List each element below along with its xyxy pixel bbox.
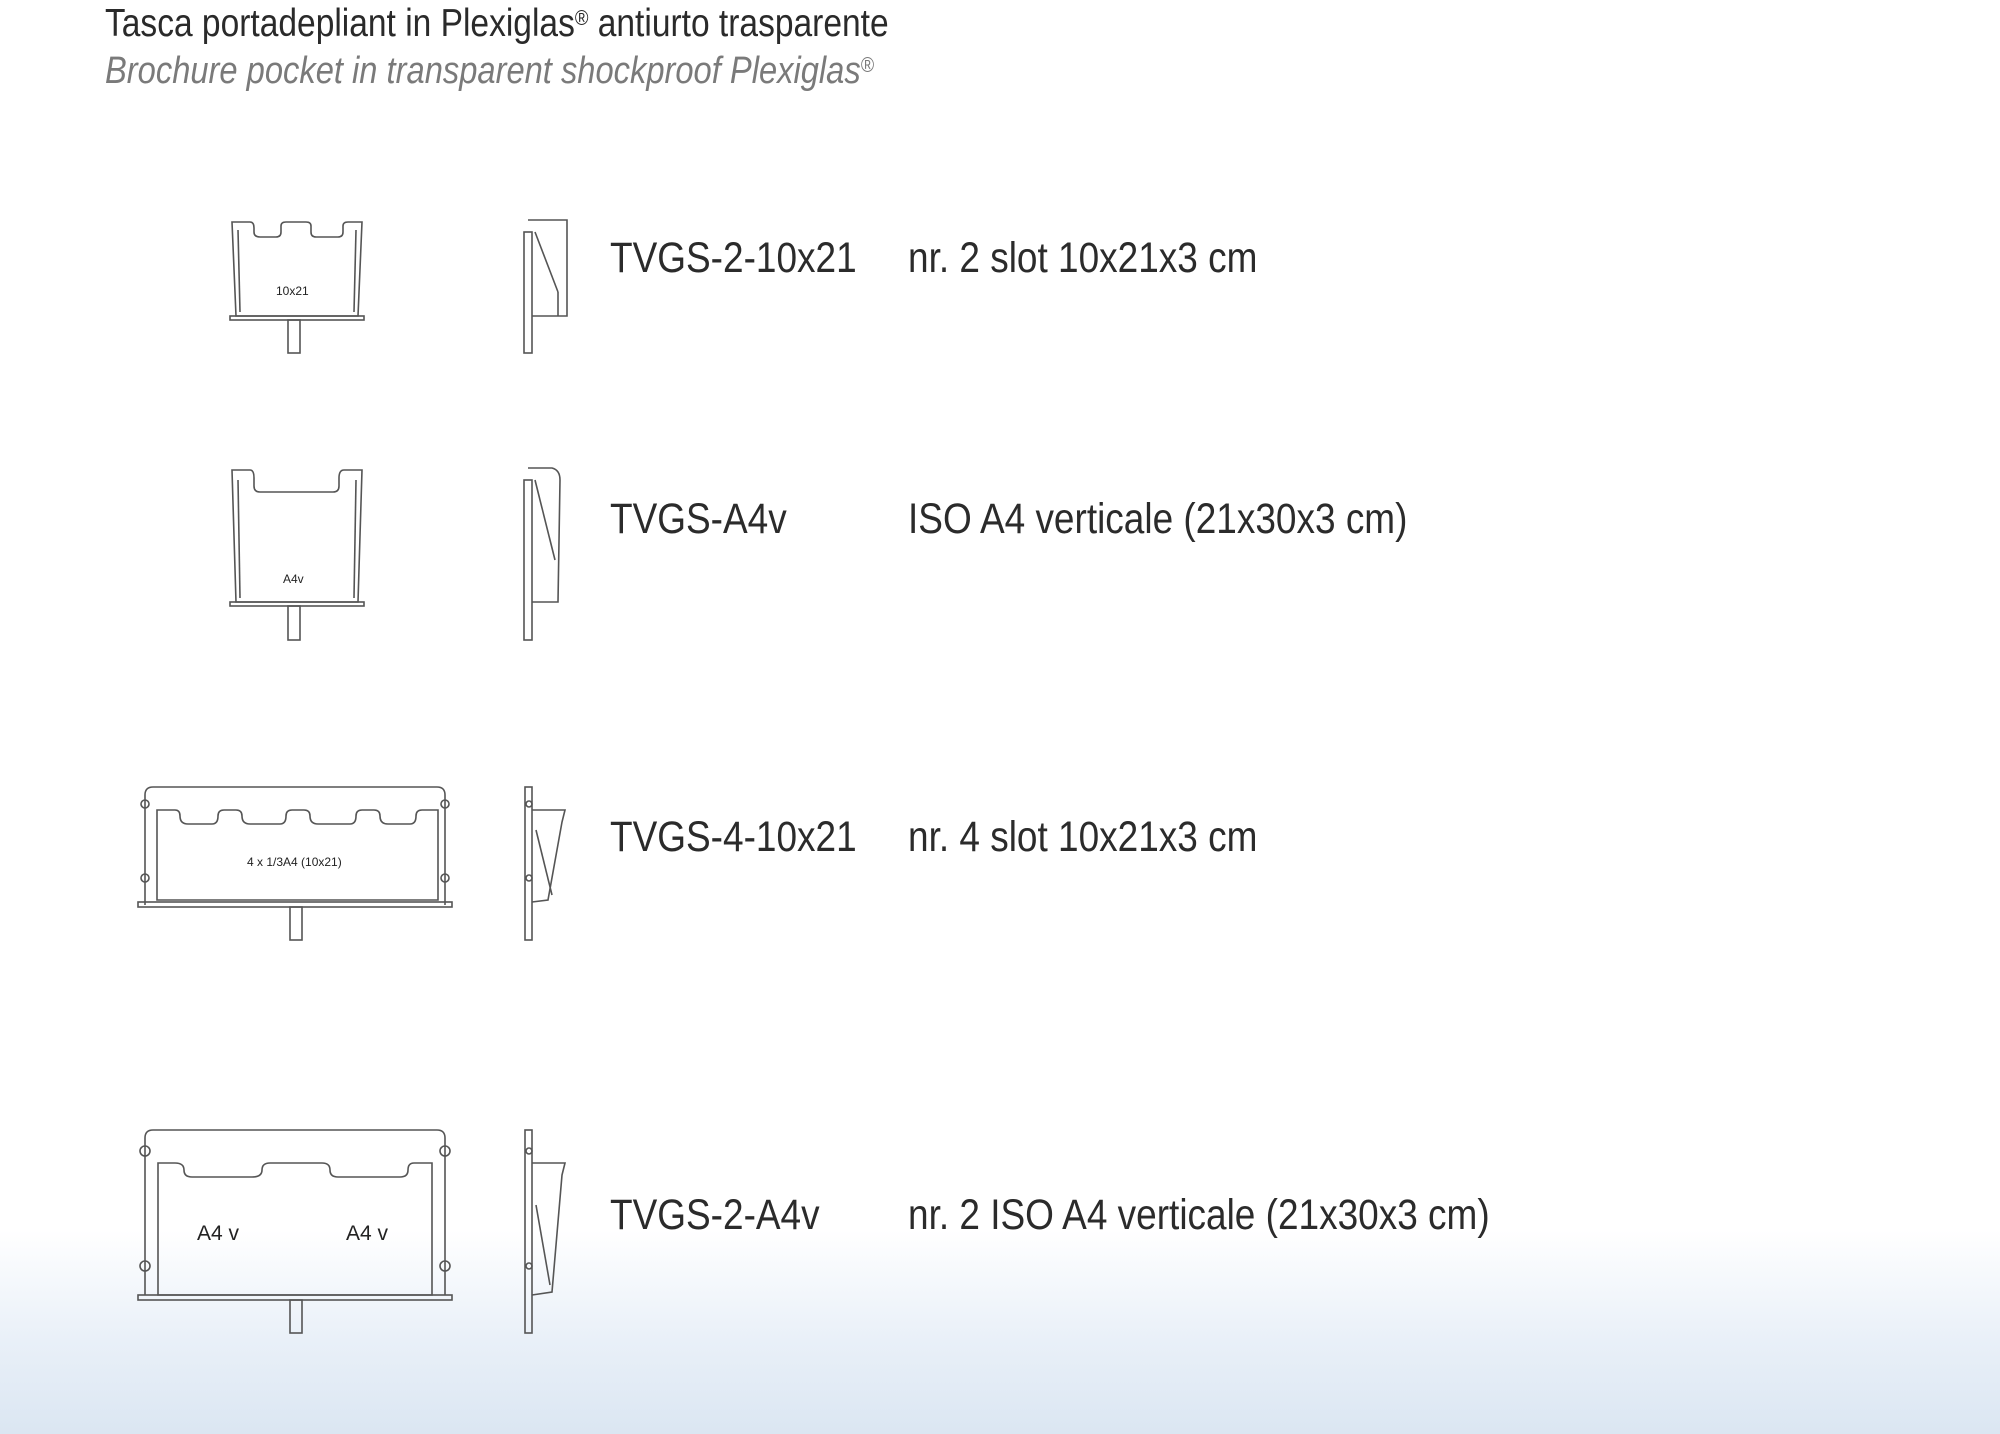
drawing-label: 10x21 (276, 284, 309, 298)
front-view-tvgs-a4v: A4v (229, 469, 365, 641)
side-view-tvgs-2-a4v (524, 1129, 567, 1334)
title-suffix: antiurto trasparente (588, 2, 889, 45)
product-code: TVGS-A4v (610, 495, 787, 543)
page-subtitle: Brochure pocket in transparent shockproo… (105, 50, 874, 93)
title-text: Tasca portadepliant in Plexiglas (105, 2, 575, 45)
product-description: nr. 2 slot 10x21x3 cm (908, 234, 1258, 282)
subtitle-text: Brochure pocket in transparent shockproo… (105, 50, 861, 92)
side-view-tvgs-2-10x21 (523, 219, 568, 354)
product-description: ISO A4 verticale (21x30x3 cm) (908, 495, 1408, 543)
registered-mark: ® (574, 6, 589, 30)
product-code: TVGS-2-A4v (610, 1191, 820, 1239)
product-description: nr. 2 ISO A4 verticale (21x30x3 cm) (908, 1191, 1490, 1239)
product-code: TVGS-4-10x21 (610, 813, 857, 861)
registered-mark: ® (860, 54, 874, 77)
front-view-tvgs-2-a4v: A4 v A4 v (137, 1129, 453, 1334)
drawing-label: A4v (283, 572, 304, 586)
page-title: Tasca portadepliant in Plexiglas® antiur… (105, 2, 889, 46)
side-view-tvgs-a4v (523, 467, 561, 641)
product-code: TVGS-2-10x21 (610, 234, 857, 282)
front-view-tvgs-4-10x21: 4 x 1/3A4 (10x21) (137, 786, 453, 941)
drawing-label: A4 v (346, 1222, 389, 1245)
front-view-tvgs-2-10x21: 10x21 (229, 221, 365, 354)
drawing-label: 4 x 1/3A4 (10x21) (247, 855, 342, 869)
side-view-tvgs-4-10x21 (524, 786, 567, 941)
product-description: nr. 4 slot 10x21x3 cm (908, 813, 1258, 861)
drawing-label: A4 v (197, 1222, 240, 1245)
